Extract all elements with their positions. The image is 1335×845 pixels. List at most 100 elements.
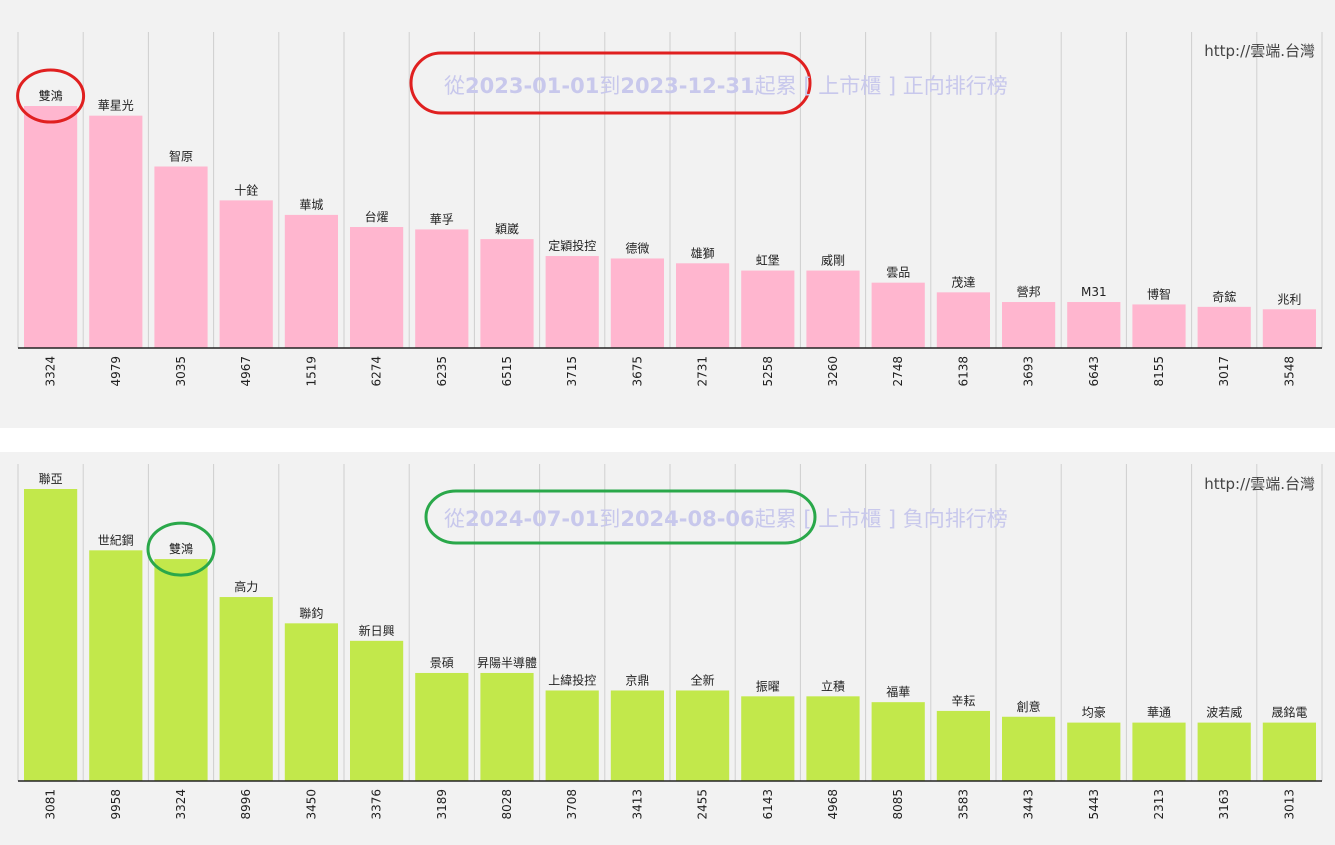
- bar: [154, 559, 208, 781]
- bar-name-label: 福華: [886, 684, 910, 699]
- tick-label: 6643: [1087, 356, 1101, 387]
- tick-label: 3413: [630, 789, 644, 820]
- bar-name-label: 景碩: [430, 656, 454, 670]
- bar-name-label: 聯鈞: [299, 605, 323, 620]
- bar: [154, 166, 208, 348]
- tick-label: 3324: [44, 356, 58, 387]
- tick-label: 3324: [174, 789, 188, 820]
- bar-name-label: 辛耘: [951, 694, 975, 708]
- bar-name-label: 十銓: [234, 182, 258, 197]
- tick-label: 3013: [1282, 789, 1296, 820]
- title-highlight-ring: [424, 489, 817, 545]
- bar: [24, 489, 78, 781]
- tick-label: 4968: [826, 789, 840, 820]
- bar-name-label: 華星光: [98, 99, 134, 113]
- tick-label: 8996: [239, 789, 253, 820]
- title-highlight-ring: [409, 51, 812, 115]
- bar-name-label: 威剛: [821, 254, 845, 268]
- bar-name-label: 振曜: [756, 679, 780, 693]
- bar-name-label: 雄獅: [691, 245, 715, 260]
- tick-label: 3693: [1022, 356, 1036, 387]
- bar-name-label: 立積: [821, 678, 845, 693]
- tick-label: 3035: [174, 356, 188, 387]
- bar: [1197, 306, 1251, 348]
- bar: [806, 696, 860, 781]
- bar-name-label: 聯亞: [39, 472, 63, 486]
- bar: [545, 690, 599, 781]
- bar: [415, 672, 469, 781]
- tick-label: 6235: [435, 356, 449, 387]
- bar-name-label: 波若威: [1206, 706, 1242, 720]
- site-label[interactable]: http://雲端.台灣: [1204, 475, 1315, 493]
- tick-label: 6274: [370, 356, 384, 387]
- bar: [936, 710, 990, 781]
- bar-name-label: M31: [1081, 285, 1107, 299]
- bar: [676, 263, 730, 348]
- bar-name-label: 華城: [299, 198, 323, 212]
- bar: [1262, 309, 1316, 348]
- tick-label: 2731: [696, 356, 710, 387]
- top-bar-chart: 雙鴻 3324 華星光 4979 智原 3035 十銓 4967 華城 1519 台燿 6274 華孚 6…: [16, 32, 1323, 387]
- bar-name-label: 營邦: [1017, 285, 1041, 299]
- tick-label: 4967: [239, 356, 253, 387]
- bar: [480, 239, 534, 348]
- bar: [1132, 722, 1186, 781]
- bar-name-label: 高力: [234, 579, 258, 594]
- bar: [871, 702, 925, 781]
- bar: [284, 214, 338, 348]
- bar-name-label: 均豪: [1082, 705, 1106, 720]
- bar: [1262, 722, 1316, 781]
- bar-name-label: 雙鴻: [39, 89, 63, 103]
- tick-label: 5258: [761, 356, 775, 387]
- bar-name-label: 虹堡: [756, 253, 780, 268]
- chart-title: 從2023-01-01到2023-12-31起累 [ 上市櫃 ] 正向排行榜: [444, 74, 1008, 98]
- tick-label: 6515: [500, 356, 514, 387]
- bar: [1002, 302, 1056, 348]
- bar: [1067, 722, 1121, 781]
- bar: [284, 623, 338, 781]
- bar-name-label: 雲品: [886, 266, 910, 280]
- bar-name-label: 華孚: [430, 212, 454, 226]
- bar: [871, 282, 925, 348]
- tick-label: 3675: [630, 356, 644, 387]
- bar: [1132, 304, 1186, 348]
- tick-label: 3450: [304, 789, 318, 820]
- tick-label: 4979: [109, 356, 123, 387]
- bar: [219, 200, 273, 348]
- bar-name-label: 奇鋐: [1212, 289, 1236, 304]
- tick-label: 3081: [44, 789, 58, 820]
- tick-label: 6138: [956, 356, 970, 387]
- chart-title: 從2024-07-01到2024-08-06起累 [ 上市櫃 ] 負向排行榜: [444, 507, 1008, 531]
- bar-name-label: 博智: [1147, 286, 1171, 301]
- tick-label: 6143: [761, 789, 775, 820]
- tick-label: 5443: [1087, 789, 1101, 820]
- bar: [1002, 716, 1056, 781]
- site-label[interactable]: http://雲端.台灣: [1204, 42, 1315, 60]
- bar: [219, 597, 273, 781]
- highlight-circle: [146, 521, 216, 577]
- bar-name-label: 京鼎: [625, 673, 649, 687]
- tick-label: 3017: [1217, 356, 1231, 387]
- bar: [1067, 302, 1121, 348]
- bar-name-label: 智原: [169, 149, 193, 164]
- bar-name-label: 穎崴: [495, 222, 519, 236]
- bar: [741, 270, 795, 348]
- bar: [480, 672, 534, 781]
- bar-name-label: 華通: [1147, 706, 1171, 720]
- bar: [1197, 722, 1251, 781]
- tick-label: 9958: [109, 789, 123, 820]
- tick-label: 2313: [1152, 789, 1166, 820]
- tick-label: 2748: [891, 356, 905, 387]
- bar-name-label: 茂達: [951, 275, 975, 289]
- tick-label: 3715: [565, 356, 579, 387]
- bar: [610, 258, 664, 348]
- top-chart-panel: 雙鴻 3324 華星光 4979 智原 3035 十銓 4967 華城 1519 台燿 6274 華孚 6…: [0, 0, 1335, 428]
- bar: [936, 292, 990, 348]
- tick-label: 3548: [1282, 356, 1296, 387]
- bar: [89, 550, 143, 781]
- bar-name-label: 昇陽半導體: [477, 656, 537, 670]
- bar-name-label: 新日興: [359, 623, 395, 638]
- bar: [676, 690, 730, 781]
- tick-label: 2455: [696, 789, 710, 820]
- bar: [89, 115, 143, 349]
